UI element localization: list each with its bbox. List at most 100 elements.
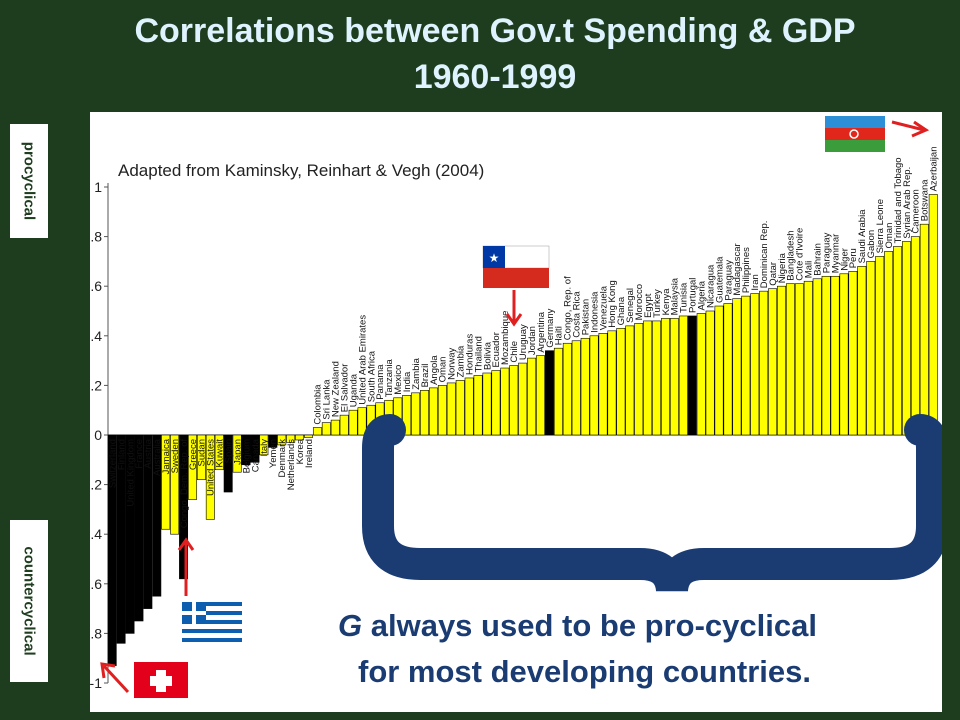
bar (196, 434, 206, 480)
bar (643, 320, 653, 436)
note-line-1-text: always used to be pro-cyclical (362, 608, 817, 643)
country-label: Turkey (652, 289, 663, 318)
country-label: Oman (884, 223, 895, 249)
country-label: Gabon (866, 230, 877, 259)
bar (669, 318, 679, 436)
bar (420, 390, 429, 436)
country-label: Peru (848, 248, 859, 268)
country-label: Austria (143, 438, 154, 468)
bar (634, 323, 644, 436)
country-label: Algeria (697, 280, 708, 310)
bar (321, 422, 331, 436)
y-tick-label: -0.6 (90, 576, 102, 592)
bar (152, 434, 162, 597)
bar (821, 275, 831, 436)
country-label: Zambia (411, 357, 422, 389)
bar (411, 392, 421, 436)
country-label: Bolivia (482, 341, 493, 370)
country-label: Sweden (170, 439, 181, 473)
bar (910, 236, 920, 436)
country-label: Angola (429, 355, 440, 385)
bar (250, 434, 260, 463)
bar (455, 380, 465, 436)
switzerland-flag (134, 662, 188, 698)
country-label: Chile (509, 341, 520, 363)
bar (616, 328, 626, 436)
slide-title: Correlations between Gov.t Spending & GD… (0, 8, 960, 100)
country-label: Azerbaijan (929, 147, 940, 192)
bar (161, 434, 171, 530)
country-label: Belgium (241, 439, 252, 473)
bar (134, 434, 144, 622)
bar (687, 315, 697, 436)
bar (803, 280, 813, 436)
country-label: Cameroon (911, 189, 922, 233)
country-label: Sierra Leone (875, 199, 886, 253)
country-label: Panama (375, 364, 386, 400)
chart-panel: Adapted from Kaminsky, Reinhart & Vegh (… (90, 112, 942, 712)
country-label: New Zealand (331, 361, 342, 417)
note-emphasis: G (338, 608, 363, 643)
country-label: Jamaica (161, 438, 172, 474)
country-label: Zambia (456, 345, 467, 377)
bar (527, 357, 537, 436)
y-tick-label: 0.6 (90, 278, 102, 294)
y-tick-label: -0.8 (90, 625, 102, 641)
country-label: Kuwait (215, 439, 226, 468)
country-label: Niger (839, 248, 850, 271)
bar (893, 246, 903, 436)
bar (652, 320, 662, 436)
bar (812, 278, 822, 436)
y-tick-label: 0 (94, 427, 102, 443)
country-label: United Kingdom (125, 439, 136, 507)
country-label: Yemen (268, 439, 279, 468)
country-label: Congo, Dem. Rep. of (179, 439, 190, 529)
bar (696, 313, 706, 436)
bar (357, 407, 367, 436)
switzerland-arrowhead (100, 662, 116, 679)
country-label: Madagascar (732, 243, 743, 295)
country-label: Netherlands (286, 439, 297, 490)
bar (777, 285, 786, 436)
note-line-2: for most developing countries. (358, 654, 811, 689)
country-label: Trinidad and Tobago (893, 157, 904, 243)
country-label: Cote d'Ivoire (795, 228, 806, 281)
country-label: Hong Kong (607, 280, 618, 328)
bar (116, 434, 126, 644)
bar (553, 347, 563, 436)
country-label: Nigeria (777, 252, 788, 283)
country-label: Norway (447, 347, 458, 379)
country-label: Morocco (634, 284, 645, 320)
country-label: Italy (259, 439, 270, 457)
country-label: Mexico (393, 365, 404, 395)
bar (241, 434, 251, 466)
country-label: Australia (152, 438, 163, 476)
bar (295, 434, 305, 441)
bar (259, 434, 269, 456)
country-label: Korea (295, 438, 306, 464)
country-label: Ecuador (491, 332, 502, 367)
bar (205, 434, 215, 520)
bar (794, 283, 804, 436)
bar (839, 273, 849, 436)
country-label: Canada (250, 438, 261, 472)
procyclical-label: procyclical (10, 124, 48, 238)
y-tick-label: 1 (94, 179, 102, 195)
bar (286, 434, 296, 443)
bar (428, 387, 438, 436)
country-label: Guatemala (714, 256, 725, 303)
country-label: Senegal (625, 288, 636, 323)
y-tick-label: -1 (90, 675, 102, 691)
switzerland-arrow (102, 664, 130, 694)
bar (179, 434, 189, 580)
country-label: Dominican Rep. (759, 221, 770, 289)
country-label: Switzerland (108, 439, 119, 488)
bar (214, 434, 224, 471)
bar (661, 318, 670, 436)
country-label: Ireland (304, 439, 315, 468)
country-label: Germany (545, 308, 556, 347)
country-label: Philippines (741, 247, 752, 293)
svg-text:★: ★ (489, 251, 500, 265)
bar (518, 362, 528, 436)
y-axis: 1 0.8 0.6 0.4 0.2 0 -0.2 -0.4 -0.6 -0.8 -1 (90, 179, 938, 691)
